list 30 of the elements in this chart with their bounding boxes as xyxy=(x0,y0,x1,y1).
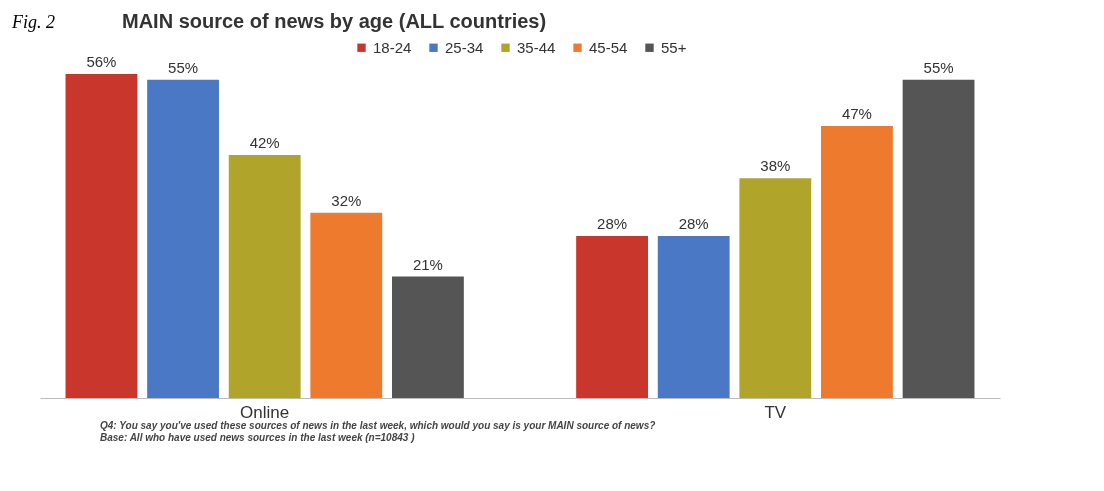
bar xyxy=(310,212,383,398)
caption: Fig. 2 xyxy=(12,12,56,33)
bar xyxy=(739,178,812,398)
bar xyxy=(821,126,893,398)
data-label: 55% xyxy=(923,58,954,76)
bar xyxy=(65,74,138,398)
data-label: 47% xyxy=(841,105,872,123)
chart-title: MAIN source of news by age (ALL countries) xyxy=(122,10,547,33)
data-label: 21% xyxy=(412,255,443,273)
bar xyxy=(576,236,648,398)
x-tick-label: Online xyxy=(240,402,290,422)
x-tick-label: TV xyxy=(764,402,787,422)
bar xyxy=(657,236,730,398)
data-label: 38% xyxy=(760,157,791,175)
text: Q4: You say you've used these sources of news in the last week, which would you say is your MAIN source of news? Base: All who have used news sources in the last week (n=10843 ) xyxy=(99,420,657,444)
legend-label: 55+ xyxy=(661,38,687,56)
data-label: 55% xyxy=(168,58,199,76)
bar xyxy=(228,155,301,398)
legend-label: 25-34 xyxy=(445,38,484,56)
data-label: 32% xyxy=(331,191,362,209)
data-label: 28% xyxy=(597,215,628,232)
data-label: 28% xyxy=(678,215,709,232)
legend-label: 45-54 xyxy=(589,38,628,56)
legend-label: 18-24 xyxy=(373,38,412,56)
bar xyxy=(902,79,975,398)
data-label: 56% xyxy=(86,53,117,70)
legend-label: 35-44 xyxy=(517,38,556,56)
data-label: 42% xyxy=(249,134,280,151)
bar xyxy=(392,276,464,398)
bar xyxy=(147,79,219,398)
